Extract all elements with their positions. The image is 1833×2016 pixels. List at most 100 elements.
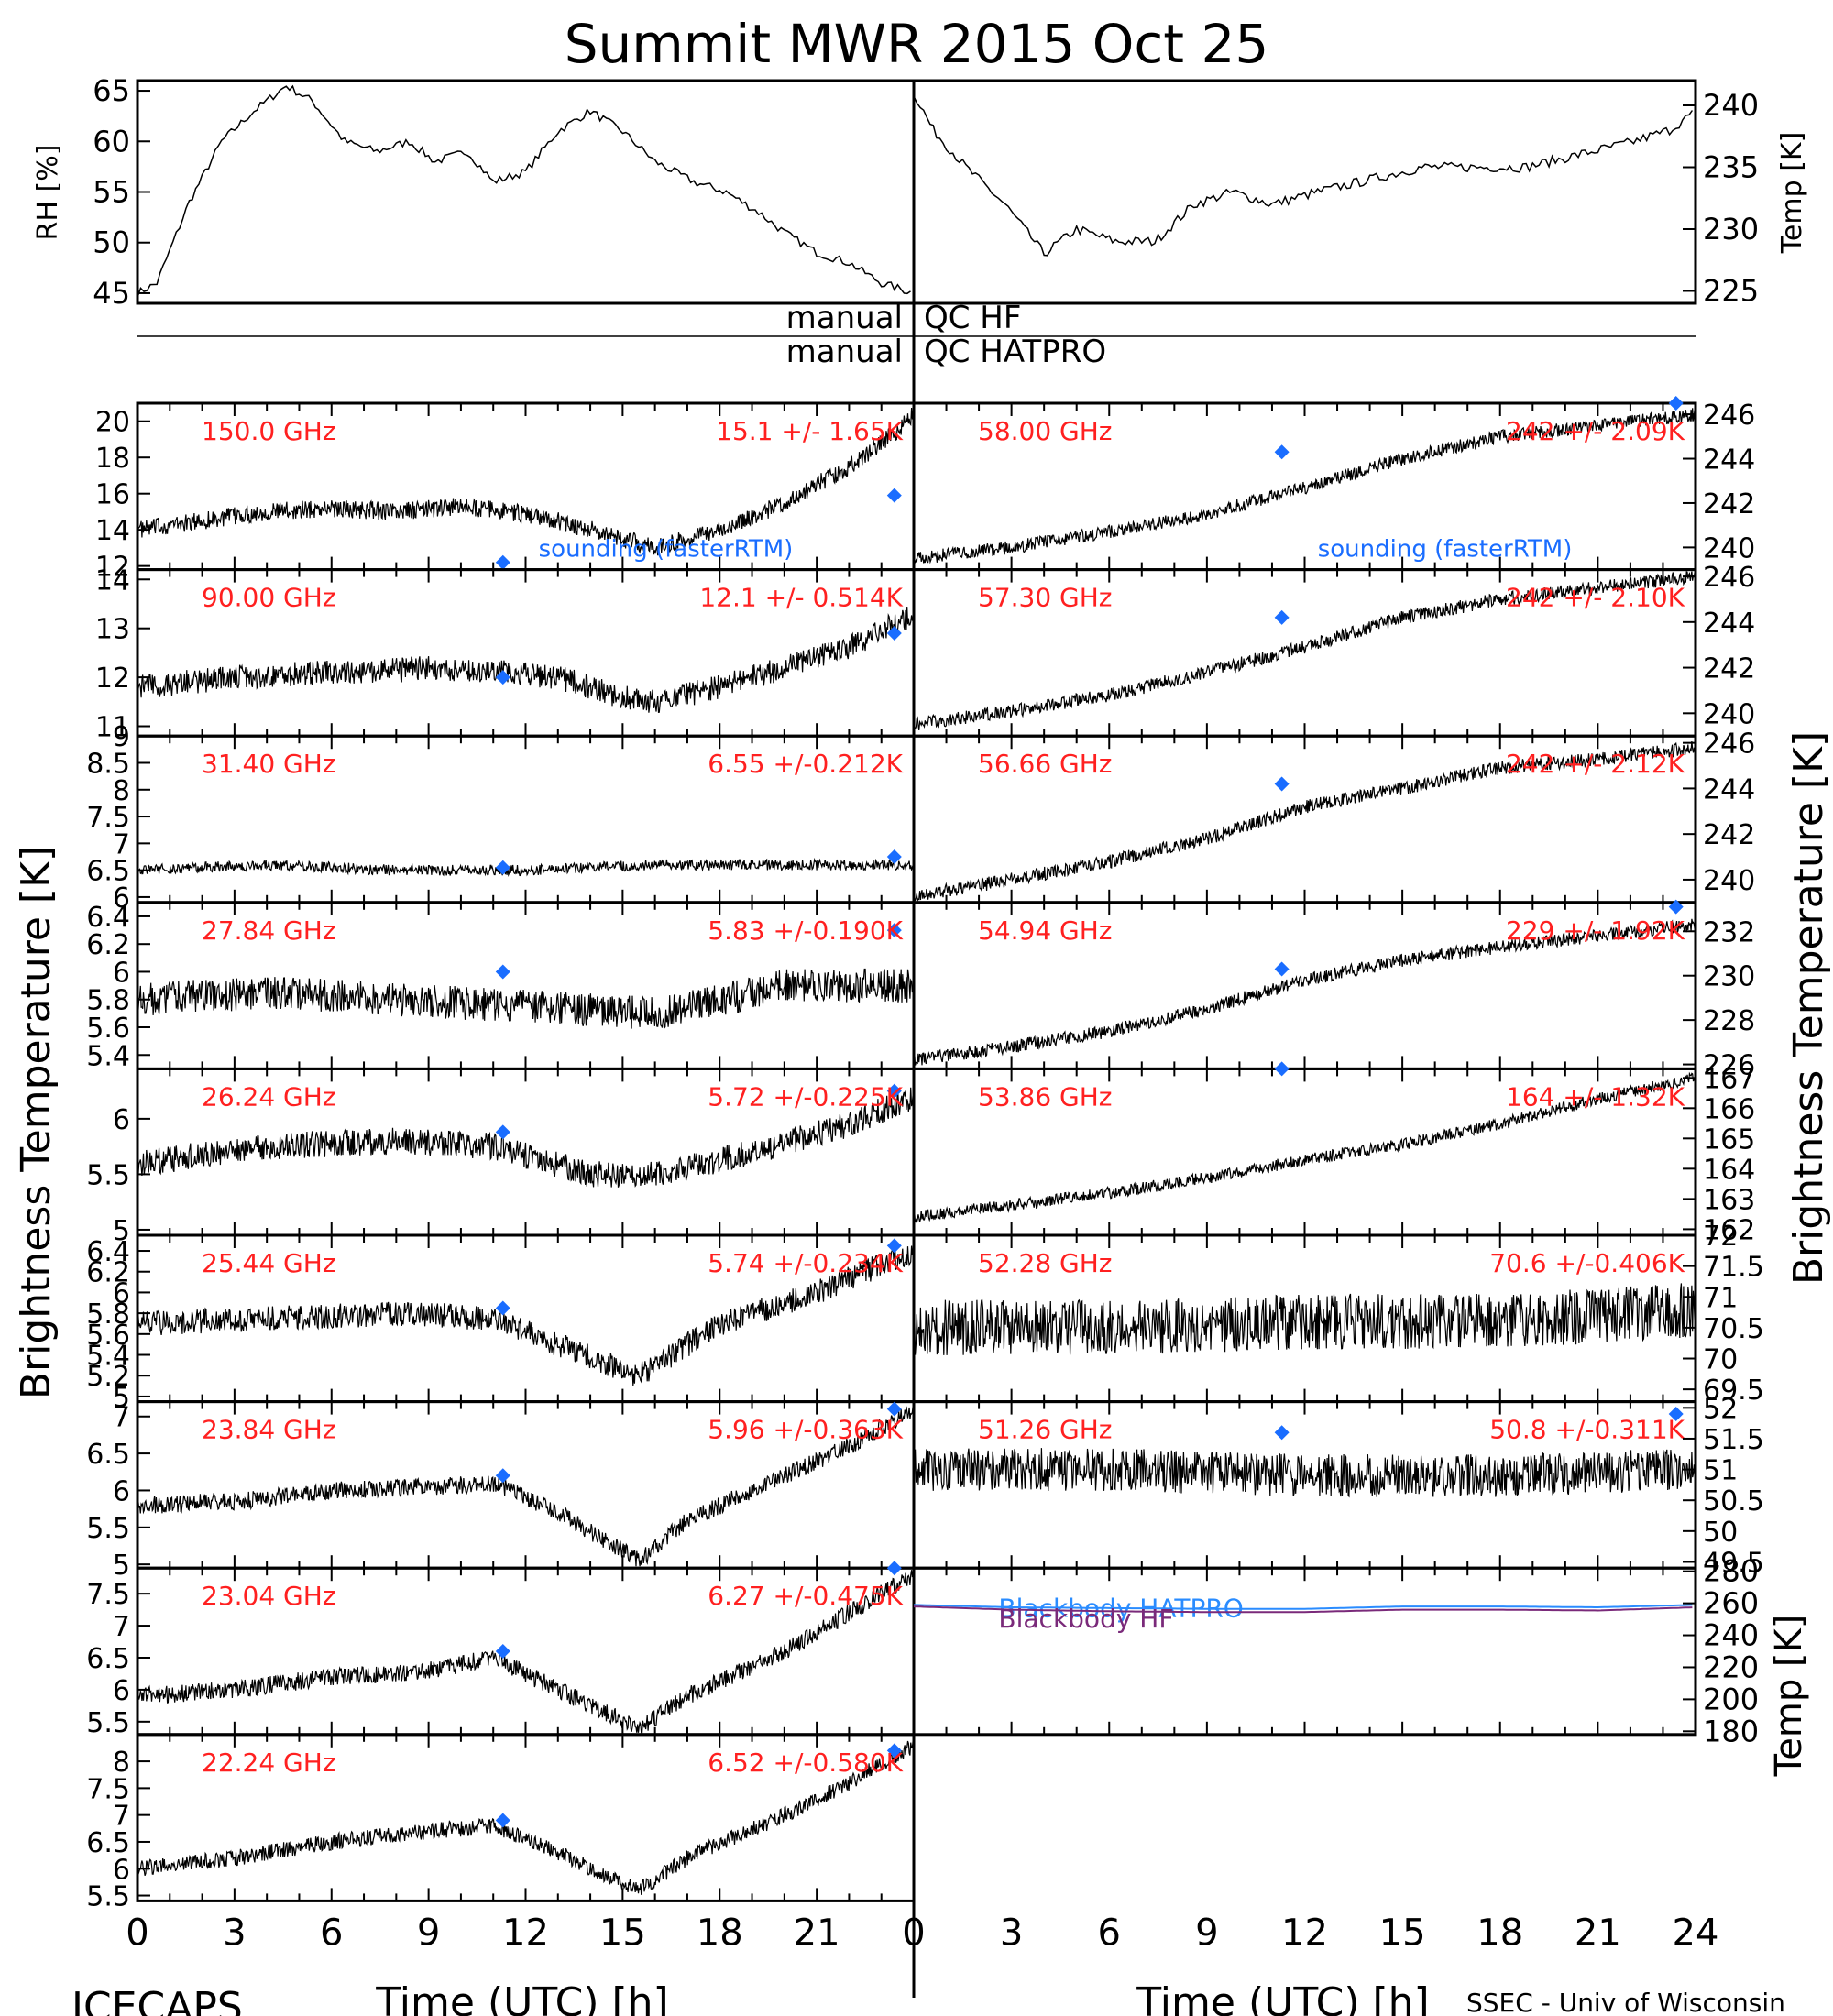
ytick-label: 240 [1703, 532, 1755, 564]
ytick-label: 165 [1703, 1123, 1755, 1156]
sounding-marker [1274, 444, 1290, 460]
sounding-marker [495, 1300, 510, 1316]
channel-frequency-label: 51.26 GHz [978, 1415, 1113, 1445]
ytick-label: 8 [113, 1747, 130, 1779]
channel-series-line [137, 1241, 916, 1386]
channel-series-line [137, 1737, 916, 1895]
temp-ytick-label: 235 [1703, 150, 1759, 185]
footer-right: SSEC - Univ of Wisconsin [1466, 1988, 1785, 2016]
channel-stat-label: 12.1 +/- 0.514K [699, 583, 903, 613]
rh-ytick-label: 60 [93, 124, 130, 159]
x-tick-label-right: 12 [1281, 1912, 1328, 1954]
channel-series-line [137, 407, 916, 556]
x-tick-label-right: 3 [1000, 1912, 1023, 1954]
figure-title: Summit MWR 2015 Oct 25 [565, 13, 1269, 75]
x-tick-label-right: 6 [1098, 1912, 1121, 1954]
channel-stat-label: 229 +/- 1.92K [1506, 915, 1685, 946]
channel-frequency-label: 23.84 GHz [202, 1415, 336, 1445]
ytick-label: 246 [1703, 729, 1755, 761]
channel-frequency-label: 57.30 GHz [978, 583, 1113, 613]
rh-ytick-label: 50 [93, 225, 130, 260]
ytick-label: 242 [1703, 488, 1755, 520]
ytick-label: 6.4 [86, 902, 130, 934]
blackbody-ytick-label: 200 [1703, 1682, 1759, 1716]
blackbody-legend-label: Blackbody HF [998, 1604, 1173, 1634]
x-tick-label-left: 6 [320, 1912, 343, 1954]
channel-series-line [137, 1087, 916, 1188]
qc-hf-right-label: QC HF [924, 300, 1021, 336]
channel-series-line [137, 1403, 916, 1567]
qc-hf-left-label: manual [786, 300, 903, 336]
x-tick-label-left: 18 [697, 1912, 743, 1954]
temp-ytick-label: 225 [1703, 274, 1759, 309]
ytick-label: 244 [1703, 444, 1755, 477]
channel-series-line [913, 408, 1697, 565]
channel-frequency-label: 22.24 GHz [202, 1748, 336, 1778]
ytick-label: 5.5 [86, 1513, 130, 1545]
blackbody-legend-label: Blackbody HATPRO [998, 1594, 1243, 1624]
rh-ytick-label: 55 [93, 175, 130, 210]
rh-ytick-label: 45 [93, 276, 130, 311]
ytick-label: 163 [1703, 1184, 1755, 1216]
ytick-label: 6.5 [86, 1439, 130, 1471]
sounding-marker [1274, 961, 1290, 977]
sounding-marker [495, 860, 510, 875]
ytick-label: 70 [1703, 1344, 1738, 1376]
ytick-label: 5 [113, 1215, 130, 1247]
ytick-label: 6.4 [86, 1236, 130, 1268]
sounding-marker [1274, 776, 1290, 792]
sounding-marker [495, 1468, 510, 1484]
ytick-label: 6 [113, 957, 130, 989]
ytick-label: 240 [1703, 865, 1755, 897]
ytick-label: 5.5 [86, 1707, 130, 1739]
sounding-marker [1668, 1407, 1684, 1422]
x-tick-label-left: 9 [417, 1912, 440, 1954]
ytick-label: 6 [113, 1104, 130, 1136]
ytick-label: 5.6 [86, 1013, 130, 1045]
ytick-label: 6 [113, 1475, 130, 1507]
ytick-label: 51 [1703, 1455, 1738, 1487]
left-x-axis-label: Time (UTC) [h] [375, 1979, 668, 2016]
channel-frequency-label: 54.94 GHz [978, 915, 1113, 946]
ytick-label: 5.8 [86, 985, 130, 1017]
temp-series-line [913, 95, 1694, 257]
temp-axis-label: Temp [K] [1776, 132, 1808, 255]
sounding-marker [1274, 609, 1290, 625]
ytick-label: 246 [1703, 400, 1755, 432]
channel-stat-label: 5.83 +/-0.190K [708, 915, 903, 946]
channel-stat-label: 6.55 +/-0.212K [708, 749, 903, 779]
ytick-label: 6 [113, 1675, 130, 1707]
channel-frequency-label: 53.86 GHz [978, 1081, 1113, 1112]
sounding-marker [495, 670, 510, 685]
channel-stat-label: 15.1 +/- 1.65K [716, 416, 903, 446]
sounding-marker [886, 1083, 902, 1099]
blackbody-series-line [913, 1605, 1693, 1614]
ytick-label: 69.5 [1703, 1375, 1764, 1407]
ytick-label: 7 [113, 828, 130, 860]
channel-stat-label: 5.72 +/-0.225K [708, 1081, 903, 1112]
ytick-label: 6.5 [86, 856, 130, 888]
channel-stat-label: 164 +/- 1.32K [1506, 1081, 1685, 1112]
right-x-axis-label: Time (UTC) [h] [1136, 1979, 1429, 2016]
ytick-label: 5 [113, 1550, 130, 1582]
channel-series-line [137, 1569, 916, 1734]
ytick-label: 70.5 [1703, 1313, 1764, 1345]
x-tick-label-left: 15 [599, 1912, 646, 1954]
ytick-label: 5.8 [86, 1298, 130, 1331]
x-tick-label-right: 21 [1575, 1912, 1621, 1954]
ytick-label: 244 [1703, 608, 1755, 640]
channel-frequency-label: 90.00 GHz [202, 583, 336, 613]
channel-series-line [913, 918, 1696, 1067]
x-tick-label-right: 15 [1379, 1912, 1426, 1954]
channel-frequency-label: 52.28 GHz [978, 1248, 1113, 1278]
ytick-label: 18 [95, 443, 130, 475]
channel-stat-label: 5.96 +/-0.363K [708, 1415, 903, 1445]
channel-series-line [137, 968, 916, 1030]
channel-series-line [913, 1448, 1697, 1498]
blackbody-ytick-label: 280 [1703, 1554, 1759, 1589]
channel-frequency-label: 56.66 GHz [978, 749, 1113, 779]
ytick-label: 5 [113, 1382, 130, 1414]
right-y-axis-label: Brightness Temperature [K] [1785, 731, 1832, 1285]
